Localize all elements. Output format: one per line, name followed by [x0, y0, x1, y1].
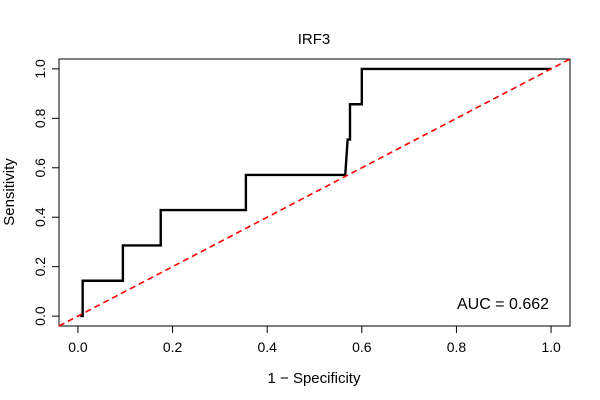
x-tick-label: 0.4	[257, 339, 277, 355]
reference-diagonal-line	[58, 58, 571, 327]
y-tick-label: 1.0	[32, 59, 48, 79]
x-axis-label: 1 − Specificity	[268, 370, 361, 387]
auc-annotation: AUC = 0.662	[457, 296, 549, 313]
y-axis: 0.0 0.2 0.4 0.6 0.8 1.0	[32, 59, 60, 326]
y-tick-label: 0.0	[32, 306, 48, 326]
x-tick-label: 0.0	[68, 339, 88, 355]
y-tick-label: 0.8	[32, 108, 48, 128]
y-tick-label: 0.4	[32, 207, 48, 227]
y-axis-label: Sensitivity	[1, 158, 18, 226]
roc-curve	[80, 67, 552, 318]
x-tick-label: 0.8	[447, 339, 467, 355]
x-tick-label: 0.6	[352, 339, 372, 355]
series-layer	[58, 58, 571, 327]
y-tick-label: 0.6	[32, 158, 48, 178]
y-tick-label: 0.2	[32, 257, 48, 277]
x-tick-label: 0.2	[163, 339, 183, 355]
x-tick-label: 1.0	[541, 339, 561, 355]
chart-title: IRF3	[298, 31, 331, 48]
x-axis: 0.0 0.2 0.4 0.6 0.8 1.0	[68, 325, 561, 355]
